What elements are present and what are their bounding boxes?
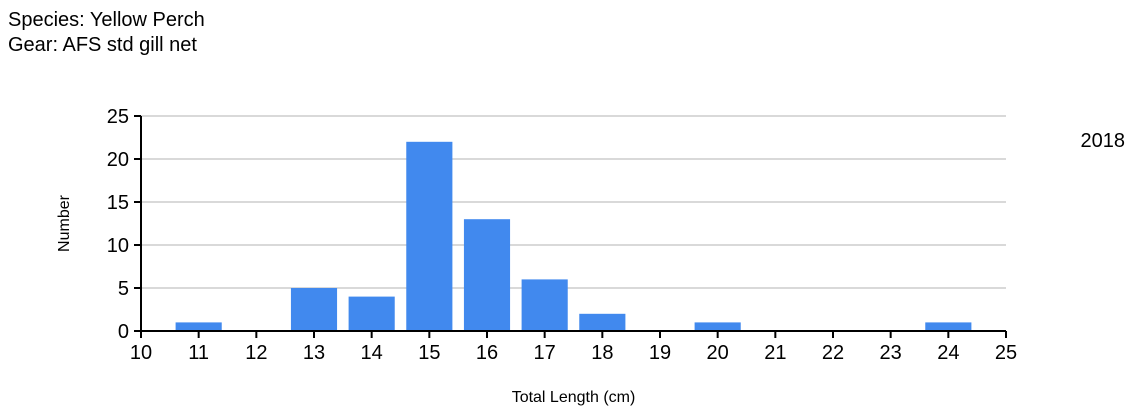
y-tick-label: 0 bbox=[118, 321, 129, 343]
y-tick-label: 20 bbox=[107, 149, 129, 171]
bar bbox=[579, 313, 626, 331]
year-label: 2018 bbox=[1081, 130, 1126, 152]
x-tick-label: 18 bbox=[591, 342, 613, 364]
x-tick-label: 24 bbox=[937, 342, 959, 364]
x-tick-label: 13 bbox=[303, 342, 325, 364]
x-axis-title: Total Length (cm) bbox=[512, 389, 636, 406]
y-tick-label: 25 bbox=[107, 106, 129, 128]
species-label: Species: Yellow Perch bbox=[8, 9, 205, 31]
bar bbox=[925, 322, 972, 331]
bar bbox=[290, 288, 338, 331]
x-tick-label: 21 bbox=[764, 342, 786, 364]
bar bbox=[175, 322, 222, 331]
y-tick-label: 15 bbox=[107, 192, 129, 214]
bar bbox=[694, 322, 741, 331]
x-tick-label: 22 bbox=[822, 342, 844, 364]
gear-label: Gear: AFS std gill net bbox=[8, 34, 197, 56]
y-tick-label: 5 bbox=[118, 278, 129, 300]
x-tick-label: 20 bbox=[707, 342, 729, 364]
bar bbox=[348, 296, 395, 331]
y-axis-title: Number bbox=[56, 194, 73, 252]
bar bbox=[521, 279, 568, 331]
x-tick-label: 17 bbox=[534, 342, 556, 364]
bar bbox=[463, 219, 511, 331]
x-tick-label: 12 bbox=[245, 342, 267, 364]
x-tick-label: 23 bbox=[880, 342, 902, 364]
x-tick-label: 25 bbox=[995, 342, 1017, 364]
x-tick-label: 19 bbox=[649, 342, 671, 364]
x-tick-label: 16 bbox=[476, 342, 498, 364]
bar bbox=[406, 141, 453, 331]
x-tick-label: 15 bbox=[418, 342, 440, 364]
x-tick-label: 14 bbox=[361, 342, 383, 364]
x-tick-label: 11 bbox=[188, 342, 209, 364]
x-tick-label: 10 bbox=[130, 342, 152, 364]
y-tick-label: 10 bbox=[107, 235, 129, 257]
